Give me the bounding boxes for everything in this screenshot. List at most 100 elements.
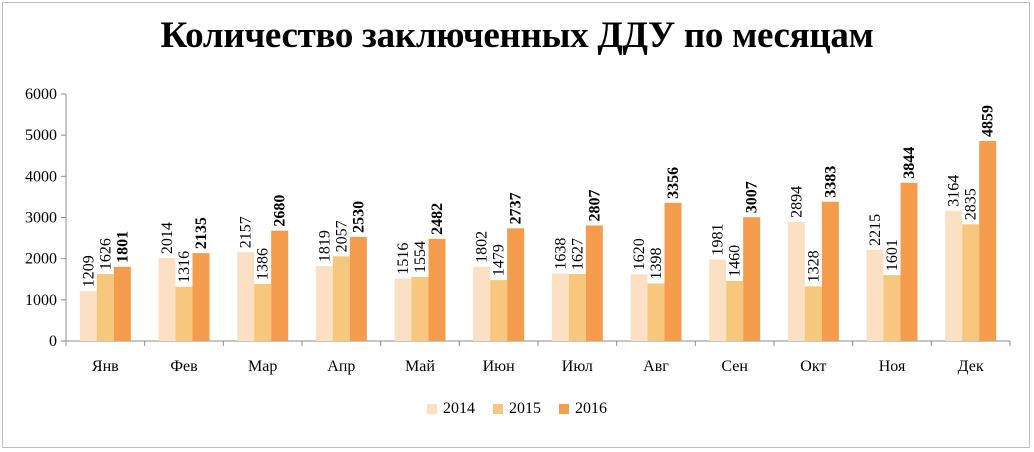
bar-2015 bbox=[96, 274, 114, 341]
x-tick-label: Июн bbox=[483, 358, 516, 375]
bar-2015 bbox=[332, 256, 350, 341]
bar-2016 bbox=[271, 230, 289, 341]
data-label-2015: 1386 bbox=[255, 248, 272, 280]
data-label-2014: 1620 bbox=[631, 238, 648, 270]
data-label-2014: 1209 bbox=[80, 255, 97, 287]
bar-2016 bbox=[428, 238, 446, 341]
data-label-2015: 1601 bbox=[884, 239, 901, 271]
data-label-2015: 1479 bbox=[491, 244, 508, 276]
x-tick-label: Янв bbox=[92, 358, 119, 375]
data-label-2014: 1981 bbox=[710, 223, 727, 255]
y-tick-label: 5000 bbox=[25, 127, 57, 144]
legend-label-2016: 2016 bbox=[575, 400, 607, 417]
bar-2016 bbox=[979, 140, 997, 341]
data-label-2014: 1516 bbox=[395, 243, 412, 275]
y-tick-label: 4000 bbox=[25, 168, 57, 185]
bar-2014 bbox=[473, 266, 491, 341]
bar-2016 bbox=[664, 202, 682, 341]
bar-2015 bbox=[254, 283, 272, 341]
data-label-2016: 3844 bbox=[901, 147, 918, 179]
bar-2015 bbox=[804, 286, 822, 341]
bar-2015 bbox=[647, 283, 665, 341]
data-label-2015: 2057 bbox=[333, 220, 350, 252]
bar-2014 bbox=[315, 266, 333, 341]
data-label-2016: 2530 bbox=[350, 201, 367, 233]
legend-swatch-2015 bbox=[493, 404, 503, 414]
y-tick-label: 0 bbox=[49, 333, 57, 350]
data-label-2016: 2135 bbox=[193, 217, 210, 249]
bar-2014 bbox=[945, 210, 963, 341]
x-tick-label: Ноя bbox=[879, 358, 906, 375]
x-tick-label: Сен bbox=[721, 358, 748, 375]
bar-2014 bbox=[787, 221, 805, 341]
x-tick-label: Фев bbox=[170, 358, 198, 375]
data-label-2016: 3383 bbox=[822, 166, 839, 198]
legend-swatch-2014 bbox=[427, 404, 437, 414]
data-label-2016: 4859 bbox=[980, 105, 997, 137]
x-tick-label: Дек bbox=[958, 358, 984, 375]
bar-2016 bbox=[743, 217, 761, 341]
data-label-2016: 3007 bbox=[744, 181, 761, 213]
data-label-2014: 3164 bbox=[946, 175, 963, 207]
data-label-2014: 1638 bbox=[552, 238, 569, 270]
data-label-2015: 1626 bbox=[97, 238, 114, 270]
bar-2014 bbox=[630, 274, 648, 341]
legend-item-2016: 2016 bbox=[559, 400, 607, 418]
data-label-2016: 1801 bbox=[114, 231, 131, 263]
bar-2014 bbox=[709, 259, 727, 341]
bar-2014 bbox=[394, 278, 412, 341]
bar-2014 bbox=[237, 252, 255, 341]
data-label-2014: 2014 bbox=[159, 222, 176, 254]
bar-2014 bbox=[79, 291, 97, 341]
x-tick-label: Май bbox=[405, 358, 435, 375]
data-label-2016: 2807 bbox=[586, 189, 603, 221]
bar-2014 bbox=[551, 273, 569, 341]
x-tick-label: Мар bbox=[248, 358, 277, 375]
data-label-2015: 1316 bbox=[176, 251, 193, 283]
data-label-2015: 1627 bbox=[569, 238, 586, 270]
x-tick-label: Авг bbox=[643, 358, 669, 375]
x-tick-label: Окт bbox=[800, 358, 826, 375]
data-label-2016: 2482 bbox=[429, 203, 446, 235]
bar-2016 bbox=[507, 228, 525, 341]
bar-2016 bbox=[113, 266, 131, 341]
bar-2015 bbox=[175, 286, 193, 341]
legend-item-2015: 2015 bbox=[493, 400, 541, 418]
bar-2015 bbox=[726, 280, 744, 341]
legend-label-2015: 2015 bbox=[509, 400, 541, 417]
data-label-2014: 2215 bbox=[867, 214, 884, 246]
legend: 2014 2015 2016 bbox=[0, 400, 1034, 418]
data-label-2015: 1554 bbox=[412, 241, 429, 273]
y-tick-label: 1000 bbox=[25, 292, 57, 309]
data-label-2016: 2737 bbox=[508, 192, 525, 224]
bar-2015 bbox=[490, 280, 508, 341]
bar-2015 bbox=[962, 224, 980, 341]
bar-2016 bbox=[900, 182, 918, 341]
y-tick-label: 6000 bbox=[25, 86, 57, 103]
data-label-2014: 2157 bbox=[238, 216, 255, 248]
bar-2016 bbox=[349, 236, 367, 341]
bar-2016 bbox=[585, 225, 603, 341]
y-tick-label: 3000 bbox=[25, 210, 57, 227]
bar-2014 bbox=[158, 258, 176, 341]
data-label-2016: 2680 bbox=[272, 195, 289, 227]
data-label-2015: 1460 bbox=[727, 245, 744, 277]
bar-2016 bbox=[821, 201, 839, 341]
bar-2014 bbox=[866, 249, 884, 341]
chart-title: Количество заключенных ДДУ по месяцам bbox=[160, 15, 874, 56]
data-label-2015: 1398 bbox=[648, 247, 665, 279]
y-tick-label: 2000 bbox=[25, 251, 57, 268]
legend-swatch-2016 bbox=[559, 404, 569, 414]
bar-2015 bbox=[568, 274, 586, 341]
data-label-2014: 1802 bbox=[474, 231, 491, 263]
data-label-2015: 1328 bbox=[805, 250, 822, 282]
x-tick-label: Июл bbox=[562, 358, 593, 375]
legend-label-2014: 2014 bbox=[443, 400, 475, 417]
data-label-2014: 2894 bbox=[788, 186, 805, 218]
data-label-2014: 1819 bbox=[316, 230, 333, 262]
legend-item-2014: 2014 bbox=[427, 400, 475, 418]
bar-2015 bbox=[883, 275, 901, 341]
bar-2016 bbox=[192, 253, 210, 341]
